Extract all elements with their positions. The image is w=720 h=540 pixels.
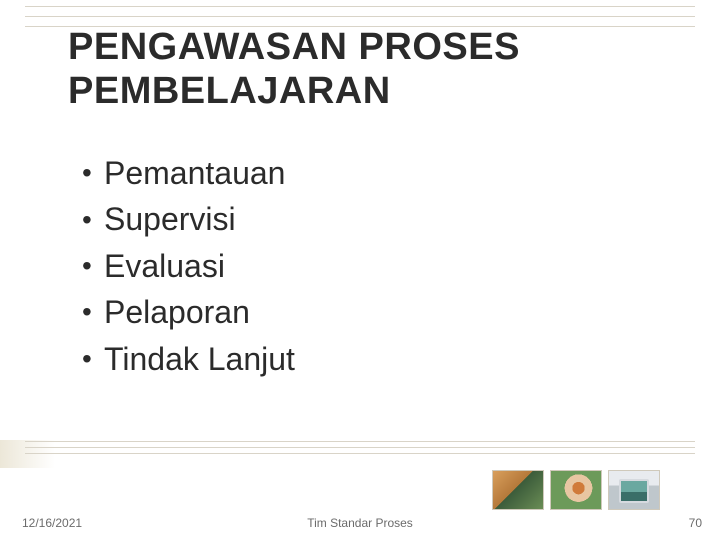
list-item: •Tindak Lanjut: [82, 336, 295, 382]
bullet-icon: •: [82, 206, 104, 234]
bullet-icon: •: [82, 298, 104, 326]
bullet-text: Pemantauan: [104, 150, 285, 196]
bullet-text: Pelaporan: [104, 289, 250, 335]
thumbnail-strip: [492, 470, 660, 510]
slide-footer: 12/16/2021 Tim Standar Proses 70: [0, 510, 720, 540]
bullet-list: •Pemantauan •Supervisi •Evaluasi •Pelapo…: [82, 150, 295, 382]
list-item: •Pemantauan: [82, 150, 295, 196]
list-item: •Pelaporan: [82, 289, 295, 335]
page-number: 70: [689, 516, 702, 530]
bullet-icon: •: [82, 252, 104, 280]
bullet-icon: •: [82, 345, 104, 373]
rule-line: [25, 447, 695, 448]
rule-line: [25, 453, 695, 454]
thumbnail-image: [492, 470, 544, 510]
list-item: •Supervisi: [82, 196, 295, 242]
bottom-rule-group: [25, 441, 695, 454]
bullet-text: Tindak Lanjut: [104, 336, 295, 382]
bullet-icon: •: [82, 159, 104, 187]
rule-line: [25, 6, 695, 7]
title-line-1: PENGAWASAN PROSES: [68, 26, 520, 68]
bullet-text: Supervisi: [104, 196, 236, 242]
bullet-text: Evaluasi: [104, 243, 225, 289]
slide-title: PENGAWASAN PROSES PEMBELAJARAN: [68, 26, 520, 113]
footer-center-text: Tim Standar Proses: [0, 516, 720, 530]
rule-line: [25, 441, 695, 442]
rule-line: [25, 16, 695, 17]
thumbnail-image: [608, 470, 660, 510]
title-line-2: PEMBELAJARAN: [68, 70, 391, 112]
thumbnail-image: [550, 470, 602, 510]
slide: PENGAWASAN PROSES PEMBELAJARAN •Pemantau…: [0, 0, 720, 540]
list-item: •Evaluasi: [82, 243, 295, 289]
top-rule-group: [25, 0, 695, 27]
